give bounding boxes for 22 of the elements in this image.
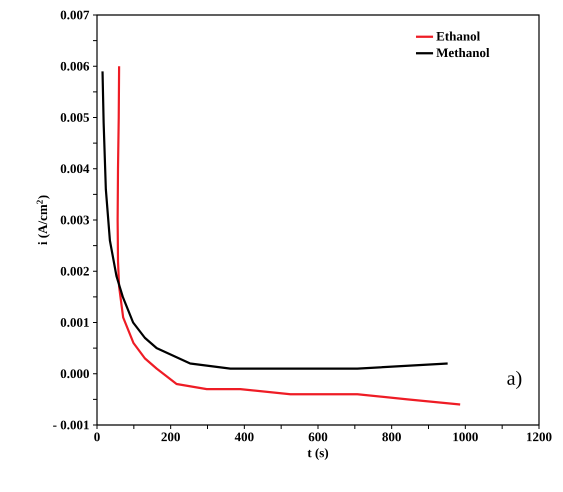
y-tick-label: 0.006 [60, 62, 90, 71]
y-tick-label: 0.007 [60, 10, 90, 20]
y-tick-label: 0.003 [60, 216, 90, 224]
annotation: a) [507, 370, 522, 389]
y-tick-label: 0.002 [60, 266, 89, 276]
x-tick-label: 200 [161, 432, 180, 442]
y-tick-label: 0.001 [60, 318, 89, 327]
y-tick-label: 0.005 [60, 113, 89, 122]
y-tick-label: - 0.001 [53, 420, 89, 430]
x-tick-label: 1000 [453, 432, 478, 442]
y-tick-label: 0.000 [60, 369, 89, 378]
x-tick-label: 800 [382, 432, 401, 442]
legend-label: Methanol [436, 48, 490, 58]
legend-label: Ethanol [436, 31, 480, 41]
y-tick-label: 0.004 [60, 164, 90, 174]
x-tick-label: 0 [94, 432, 100, 442]
x-tick-label: 400 [234, 432, 254, 442]
x-axis-title: t (s) [308, 448, 328, 460]
x-tick-label: 1200 [527, 432, 552, 442]
line-series [116, 65, 462, 406]
x-tick-label: 600 [308, 432, 328, 442]
y-axis-title: i (A/cm$^{2}$) [36, 195, 50, 245]
